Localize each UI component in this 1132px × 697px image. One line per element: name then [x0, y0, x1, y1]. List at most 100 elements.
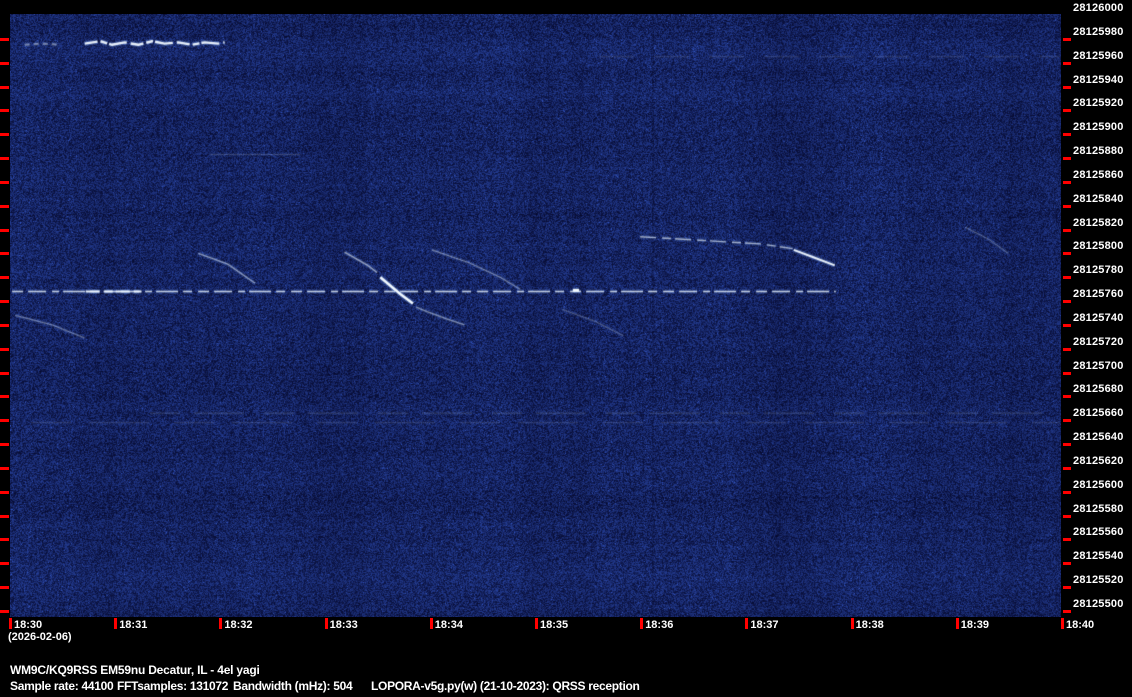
time-label: 18:35: [540, 619, 569, 631]
time-tick: [535, 618, 538, 629]
freq-tick-right: [1063, 490, 1071, 494]
time-label: 18:36: [645, 619, 674, 631]
freq-tick-right: [1063, 323, 1071, 327]
freq-tick-left: [0, 61, 9, 65]
freq-tick-right: [1063, 276, 1071, 280]
freq-label: 28125560: [1073, 526, 1124, 539]
freq-tick-right: [1063, 133, 1071, 137]
freq-tick-left: [0, 157, 9, 161]
freq-label: 28125800: [1073, 240, 1124, 253]
freq-tick-right: [1063, 419, 1071, 423]
time-label: 18:33: [329, 619, 358, 631]
freq-tick-right: [1063, 562, 1071, 566]
time-label: 18:32: [224, 619, 253, 631]
time-label: 18:34: [434, 619, 463, 631]
freq-label: 28125540: [1073, 550, 1124, 563]
freq-tick-right: [1063, 252, 1071, 256]
freq-tick-left: [0, 133, 9, 137]
freq-tick-left: [0, 300, 9, 304]
freq-tick-left: [0, 586, 9, 590]
bandwidth-label: Bandwidth (mHz): 504: [233, 679, 353, 693]
time-tick: [114, 618, 118, 629]
time-tick: [324, 618, 328, 629]
time-label: 18:30: [14, 619, 43, 631]
time-label: 18:38: [855, 619, 884, 631]
freq-tick-left: [0, 443, 9, 447]
freq-label: 28125660: [1073, 407, 1124, 420]
freq-label: 28125840: [1073, 192, 1124, 205]
freq-tick-left: [0, 180, 9, 184]
time-tick: [429, 618, 433, 629]
freq-tick-left: [0, 252, 9, 256]
time-tick: [9, 618, 12, 629]
freq-label: 28125860: [1073, 168, 1124, 181]
freq-label: 28125820: [1073, 216, 1124, 229]
freq-tick-right: [1063, 157, 1071, 161]
freq-label: 28125980: [1073, 25, 1124, 38]
freq-label: 28125720: [1073, 335, 1124, 348]
freq-tick-right: [1063, 228, 1071, 232]
freq-tick-left: [0, 610, 9, 613]
waterfall-spectrogram: [10, 14, 1061, 617]
freq-tick-right: [1063, 204, 1071, 208]
freq-tick-right: [1063, 347, 1071, 351]
freq-tick-left: [0, 204, 9, 208]
freq-tick-left: [0, 395, 9, 399]
freq-tick-right: [1063, 180, 1071, 184]
freq-label: 28125780: [1073, 264, 1124, 277]
freq-tick-left: [0, 514, 9, 518]
freq-tick-left: [0, 276, 9, 280]
time-label: 18:37: [750, 619, 779, 631]
time-label: 18:39: [960, 619, 989, 631]
freq-tick-left: [0, 109, 9, 113]
freq-label: 28126000: [1073, 2, 1124, 14]
freq-label: 28125500: [1073, 598, 1124, 610]
freq-label: 28125600: [1073, 478, 1124, 491]
time-label: 18:31: [119, 619, 148, 631]
freq-label: 28125900: [1073, 121, 1124, 134]
freq-tick-right: [1063, 586, 1071, 590]
freq-tick-left: [0, 228, 9, 232]
time-tick: [955, 618, 959, 629]
time-tick: [1061, 618, 1064, 629]
freq-tick-right: [1063, 538, 1071, 542]
freq-tick-left: [0, 419, 9, 423]
freq-tick-right: [1063, 443, 1071, 447]
stats-line: Sample rate: 44100 FFTsamples: 131072 Ba…: [0, 680, 1132, 694]
freq-tick-left: [0, 562, 9, 566]
freq-tick-left: [0, 466, 9, 470]
freq-tick-right: [1063, 61, 1071, 65]
fft-samples-label: FFTsamples: 131072: [117, 679, 229, 693]
freq-label: 28125640: [1073, 431, 1124, 444]
software-version-label: LOPORA-v5g.py(w) (21-10-2023): QRSS rece…: [371, 679, 640, 693]
time-tick: [640, 618, 644, 629]
freq-tick-right: [1063, 395, 1071, 399]
freq-label: 28125580: [1073, 502, 1124, 515]
freq-tick-left: [0, 323, 9, 327]
sample-rate-label: Sample rate: 44100: [10, 679, 114, 693]
freq-tick-right: [1063, 514, 1071, 518]
time-tick: [219, 618, 223, 629]
freq-tick-right: [1063, 300, 1071, 304]
date-label: (2026-02-06): [8, 631, 72, 643]
freq-label: 28125940: [1073, 73, 1124, 86]
freq-label: 28125760: [1073, 288, 1124, 301]
freq-tick-left: [0, 371, 9, 375]
freq-tick-left: [0, 538, 9, 542]
freq-tick-right: [1063, 109, 1071, 113]
time-label: 18:40: [1066, 619, 1095, 631]
freq-label: 28125620: [1073, 454, 1124, 467]
time-tick: [745, 618, 749, 629]
station-info: WM9C/KQ9RSS EM59nu Decatur, IL - 4el yag…: [10, 663, 260, 677]
time-tick: [850, 618, 854, 629]
freq-label: 28125880: [1073, 145, 1124, 158]
freq-label: 28125920: [1073, 97, 1124, 110]
freq-label: 28125960: [1073, 49, 1124, 62]
freq-tick-right: [1063, 466, 1071, 470]
freq-tick-left: [0, 347, 9, 351]
freq-tick-left: [0, 490, 9, 494]
freq-tick-right: [1063, 85, 1071, 89]
freq-tick-right: [1063, 37, 1071, 41]
freq-tick-right: [1063, 371, 1071, 375]
